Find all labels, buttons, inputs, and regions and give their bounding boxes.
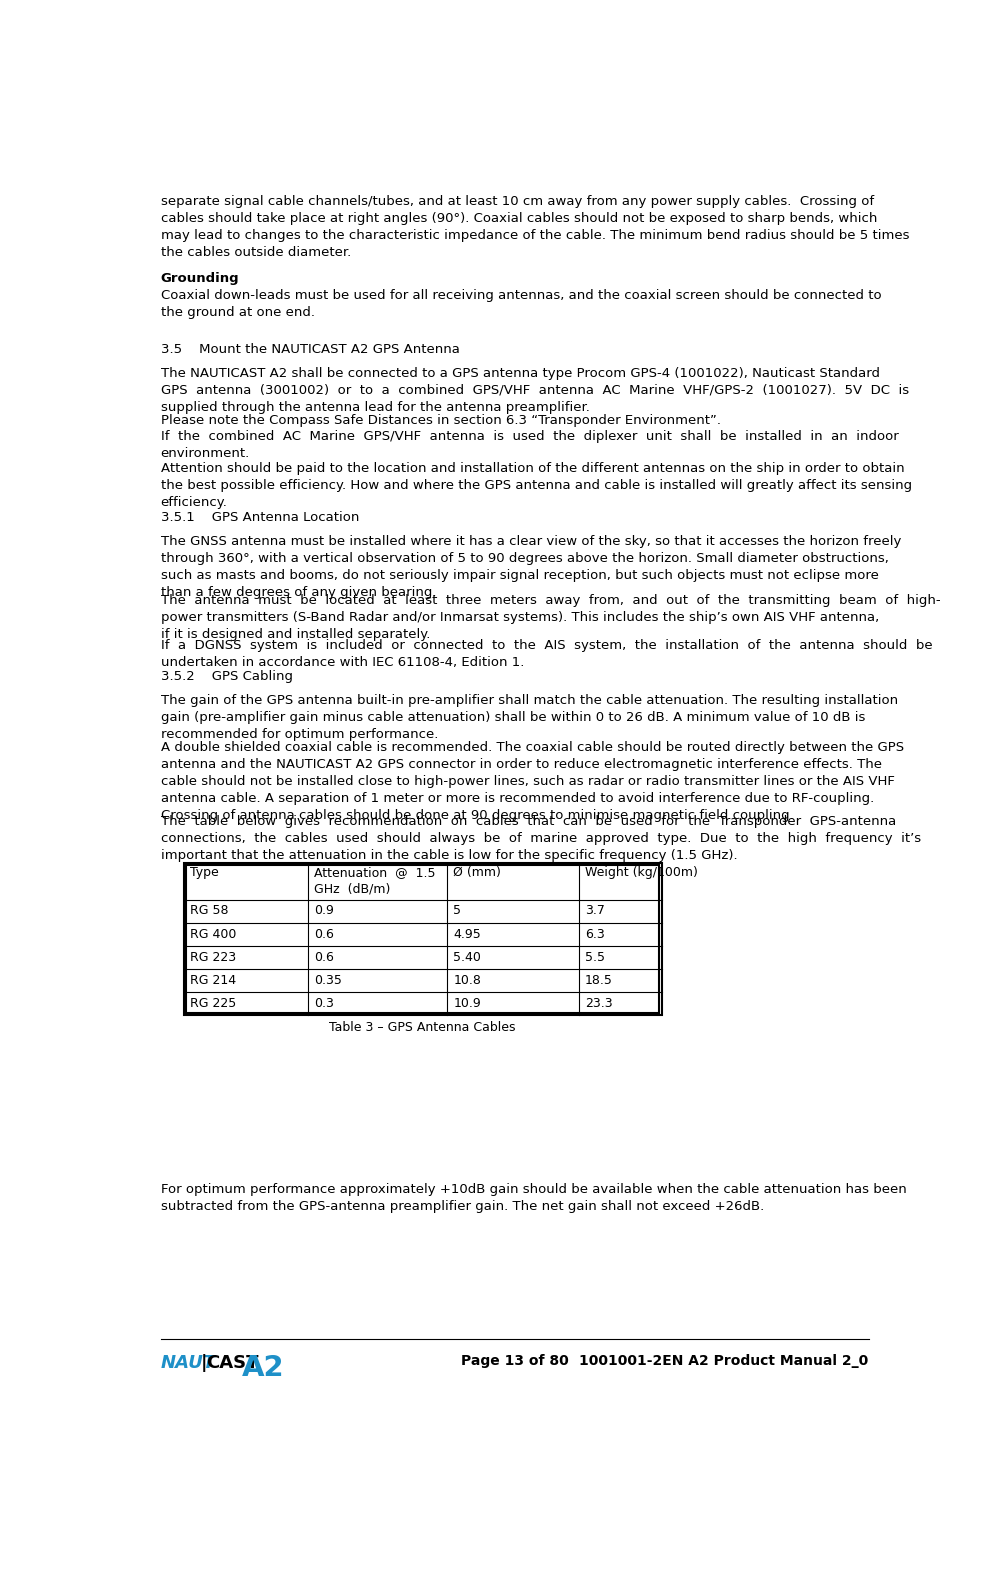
Text: The GNSS antenna must be installed where it has a clear view of the sky, so that: The GNSS antenna must be installed where… xyxy=(160,534,900,598)
Text: 18.5: 18.5 xyxy=(585,973,613,987)
Text: Weight (kg/100m): Weight (kg/100m) xyxy=(585,866,697,879)
Bar xyxy=(186,864,659,1013)
Text: Coaxial down-leads must be used for all receiving antennas, and the coaxial scre: Coaxial down-leads must be used for all … xyxy=(160,289,881,319)
Text: 1001001-2EN A2 Product Manual 2_0: 1001001-2EN A2 Product Manual 2_0 xyxy=(579,1354,868,1369)
Text: 4.95: 4.95 xyxy=(453,928,480,941)
Text: For optimum performance approximately +10dB gain should be available when the ca: For optimum performance approximately +1… xyxy=(160,1183,906,1214)
Text: If  a  DGNSS  system  is  included  or  connected  to  the  AIS  system,  the  i: If a DGNSS system is included or connect… xyxy=(160,638,931,668)
Text: 0.6: 0.6 xyxy=(314,928,333,941)
Text: Attention should be paid to the location and installation of the different anten: Attention should be paid to the location… xyxy=(160,461,911,509)
Text: 3.7: 3.7 xyxy=(585,904,605,917)
Text: 10.9: 10.9 xyxy=(453,997,480,1010)
Text: Please note the Compass Safe Distances in section 6.3 “Transponder Environment”.: Please note the Compass Safe Distances i… xyxy=(160,415,720,427)
Text: The  antenna  must  be  located  at  least  three  meters  away  from,  and  out: The antenna must be located at least thr… xyxy=(160,593,939,641)
Text: Grounding: Grounding xyxy=(160,273,239,286)
Bar xyxy=(184,863,661,1016)
Text: A2: A2 xyxy=(242,1354,285,1383)
Text: Table 3 – GPS Antenna Cables: Table 3 – GPS Antenna Cables xyxy=(329,1021,516,1035)
Text: The  table  below  gives  recommendation  on  cables  that  can  be  used  for  : The table below gives recommendation on … xyxy=(160,815,920,863)
Text: 5: 5 xyxy=(453,904,461,917)
Text: Attenuation  @  1.5
GHz  (dB/m): Attenuation @ 1.5 GHz (dB/m) xyxy=(314,866,435,895)
Text: 5.40: 5.40 xyxy=(453,951,480,963)
Text: Page 13 of 80: Page 13 of 80 xyxy=(460,1354,568,1369)
Text: |: | xyxy=(201,1354,208,1372)
Text: 0.35: 0.35 xyxy=(314,973,341,987)
Text: 5.5: 5.5 xyxy=(585,951,605,963)
Text: NAUT: NAUT xyxy=(160,1354,216,1372)
Text: 6.3: 6.3 xyxy=(585,928,604,941)
Text: The gain of the GPS antenna built-in pre-amplifier shall match the cable attenua: The gain of the GPS antenna built-in pre… xyxy=(160,694,897,742)
Text: A double shielded coaxial cable is recommended. The coaxial cable should be rout: A double shielded coaxial cable is recom… xyxy=(160,742,903,821)
Text: RG 214: RG 214 xyxy=(190,973,236,987)
Text: RG 223: RG 223 xyxy=(190,951,236,963)
Text: The NAUTICAST A2 shall be connected to a GPS antenna type Procom GPS-4 (1001022): The NAUTICAST A2 shall be connected to a… xyxy=(160,367,908,415)
Text: Ø (mm): Ø (mm) xyxy=(453,866,500,879)
Text: If  the  combined  AC  Marine  GPS/VHF  antenna  is  used  the  diplexer  unit  : If the combined AC Marine GPS/VHF antenn… xyxy=(160,431,898,459)
Text: RG 58: RG 58 xyxy=(190,904,228,917)
Text: 3.5.2    GPS Cabling: 3.5.2 GPS Cabling xyxy=(160,670,292,683)
Text: 0.9: 0.9 xyxy=(314,904,333,917)
Text: RG 400: RG 400 xyxy=(190,928,236,941)
Text: CAST: CAST xyxy=(207,1354,259,1372)
Text: 0.3: 0.3 xyxy=(314,997,333,1010)
Text: separate signal cable channels/tubes, and at least 10 cm away from any power sup: separate signal cable channels/tubes, an… xyxy=(160,195,908,260)
Text: RG 225: RG 225 xyxy=(190,997,236,1010)
Text: 10.8: 10.8 xyxy=(453,973,480,987)
Text: 3.5.1    GPS Antenna Location: 3.5.1 GPS Antenna Location xyxy=(160,510,358,523)
Text: 0.6: 0.6 xyxy=(314,951,333,963)
Text: Type: Type xyxy=(190,866,219,879)
Text: 3.5    Mount the NAUTICAST A2 GPS Antenna: 3.5 Mount the NAUTICAST A2 GPS Antenna xyxy=(160,343,459,356)
Text: 23.3: 23.3 xyxy=(585,997,612,1010)
